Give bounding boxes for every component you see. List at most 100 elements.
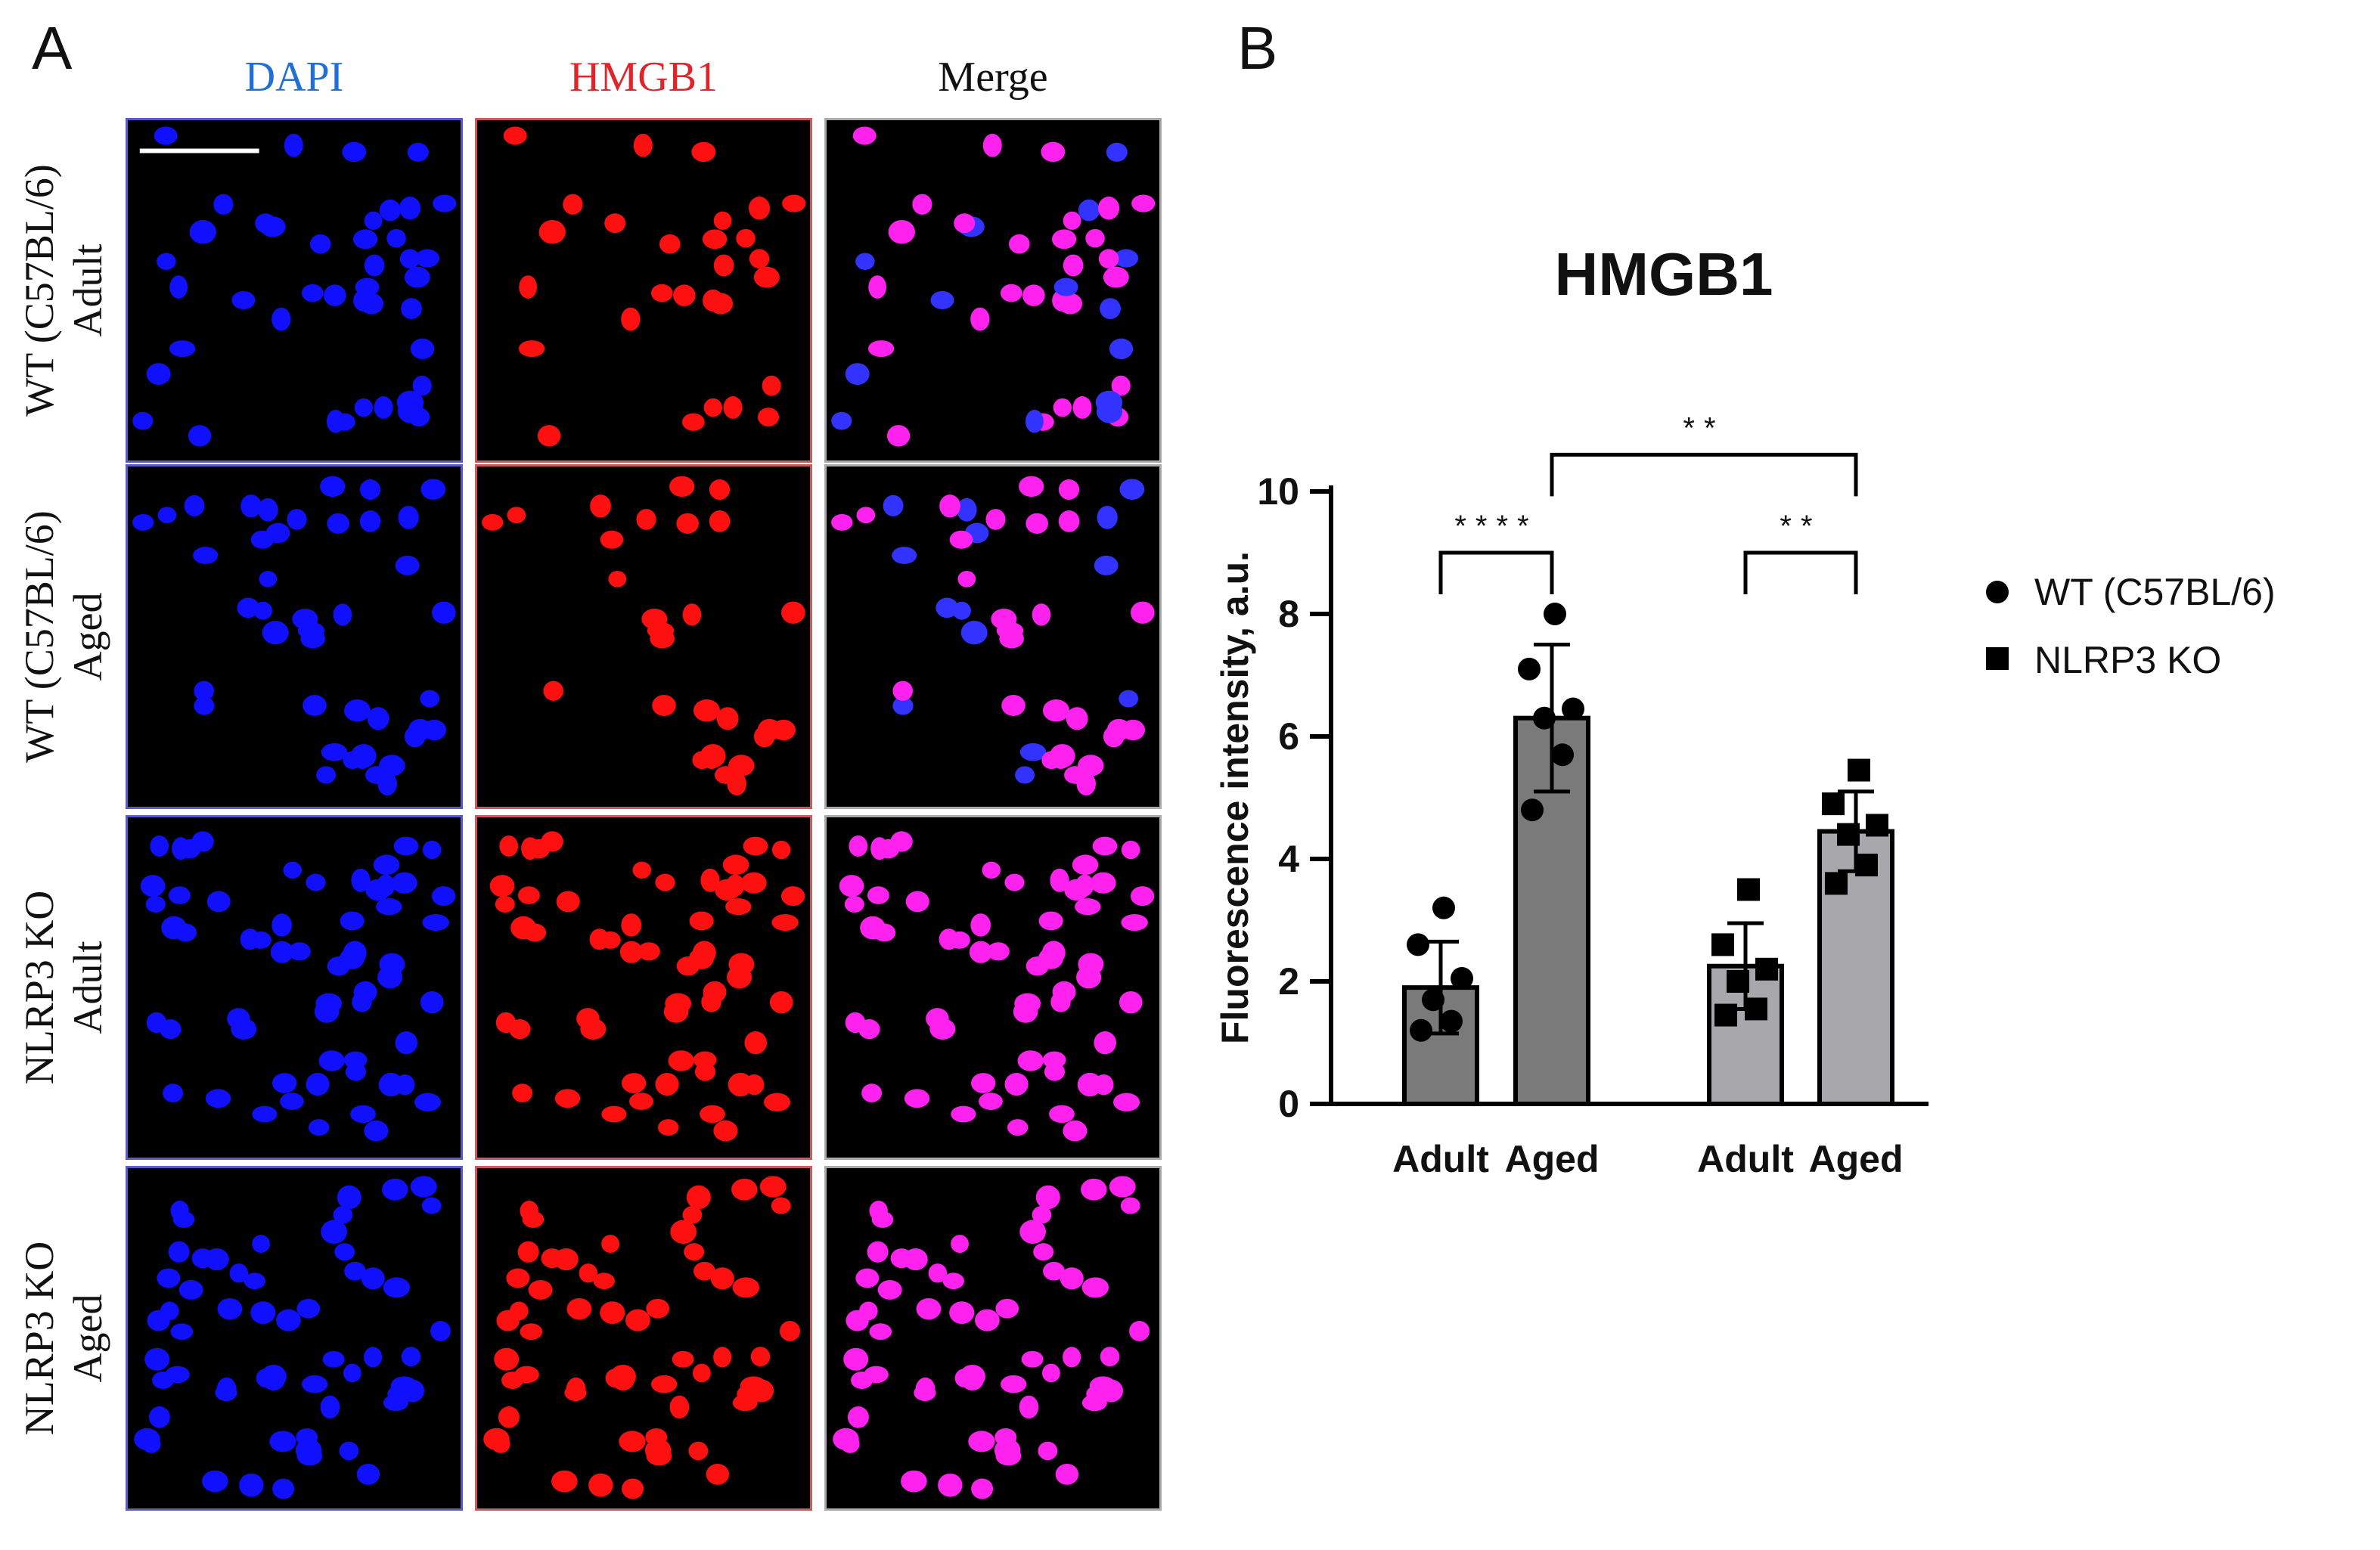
cell-nucleus bbox=[1032, 603, 1051, 626]
cell-nucleus bbox=[764, 1093, 791, 1111]
cell-nucleus bbox=[1038, 1441, 1058, 1461]
cell-nucleus bbox=[382, 1178, 408, 1201]
cell-nucleus bbox=[1072, 396, 1092, 419]
cell-nucleus bbox=[995, 1298, 1019, 1319]
cell-nucleus bbox=[849, 835, 868, 857]
cell-nucleus bbox=[749, 1379, 774, 1403]
cell-nucleus bbox=[971, 1478, 994, 1499]
column-title-merge: Merge bbox=[938, 54, 1048, 101]
micrograph-tile bbox=[824, 118, 1162, 463]
cell-nucleus bbox=[749, 249, 770, 269]
chart-legend: WT (C57BL/6) NLRP3 KO bbox=[1981, 560, 2375, 696]
cell-nucleus bbox=[353, 981, 377, 1003]
cell-nucleus bbox=[326, 409, 345, 433]
cell-nucleus bbox=[554, 1248, 579, 1271]
cell-nucleus bbox=[351, 868, 371, 892]
cell-nucleus bbox=[272, 307, 291, 331]
cell-nucleus bbox=[1042, 699, 1069, 722]
cell-nucleus bbox=[915, 1377, 936, 1402]
cell-nucleus bbox=[580, 1018, 607, 1040]
cell-nucleus bbox=[194, 696, 215, 715]
cell-nucleus bbox=[916, 1297, 942, 1320]
cell-nucleus bbox=[415, 249, 440, 268]
cell-nucleus bbox=[1121, 914, 1148, 932]
data-point bbox=[1544, 603, 1566, 625]
cell-nucleus bbox=[306, 1072, 330, 1096]
cell-nucleus bbox=[1100, 298, 1121, 320]
cell-nucleus bbox=[641, 608, 668, 630]
cell-nucleus bbox=[157, 1268, 181, 1288]
cell-nucleus bbox=[600, 530, 624, 549]
cell-nucleus bbox=[669, 476, 695, 498]
cell-nucleus bbox=[318, 1050, 345, 1071]
cell-nucleus bbox=[651, 1375, 678, 1393]
cell-nucleus bbox=[404, 725, 426, 748]
cell-nucleus bbox=[619, 941, 643, 963]
cell-nucleus bbox=[272, 1073, 297, 1093]
row-label: WT (C57BL/6) Adult bbox=[15, 124, 112, 457]
cell-nucleus bbox=[1119, 479, 1145, 500]
cell-nucleus bbox=[1109, 1176, 1136, 1198]
row-label-genotype: WT (C57BL/6) bbox=[17, 164, 62, 417]
cell-nucleus bbox=[957, 498, 977, 522]
cell-nucleus bbox=[321, 1220, 347, 1244]
cell-nucleus bbox=[1094, 555, 1119, 575]
cell-nucleus bbox=[168, 886, 191, 904]
data-point bbox=[1422, 988, 1444, 1012]
cell-nucleus bbox=[321, 742, 348, 761]
cell-nucleus bbox=[715, 879, 740, 901]
cell-nucleus bbox=[1129, 1320, 1150, 1341]
cell-nucleus bbox=[483, 1428, 510, 1451]
cell-nucleus bbox=[1051, 229, 1077, 250]
x-tick-label: Adult bbox=[1697, 1138, 1794, 1180]
cell-nucleus bbox=[361, 1267, 385, 1290]
data-point bbox=[1451, 966, 1473, 990]
scale-bar bbox=[139, 148, 259, 153]
cell-nucleus bbox=[743, 836, 768, 856]
bar bbox=[1707, 963, 1784, 1106]
cell-nucleus bbox=[1106, 142, 1128, 162]
cell-nucleus bbox=[871, 1211, 894, 1228]
cell-nucleus bbox=[831, 411, 852, 430]
cell-nucleus bbox=[272, 1478, 295, 1499]
significance-bracket bbox=[1550, 452, 1858, 497]
cell-nucleus bbox=[1099, 1379, 1124, 1403]
cell-nucleus bbox=[928, 1263, 948, 1283]
cell-nucleus bbox=[343, 751, 363, 770]
cell-nucleus bbox=[892, 680, 914, 701]
cell-nucleus bbox=[1064, 879, 1090, 901]
cell-nucleus bbox=[846, 1310, 869, 1331]
cell-nucleus bbox=[949, 530, 973, 549]
cell-nucleus bbox=[979, 1093, 1003, 1111]
legend-label-nlrp3: NLRP3 KO bbox=[2034, 639, 2222, 681]
cell-nucleus bbox=[713, 1347, 732, 1368]
cell-nucleus bbox=[359, 293, 384, 315]
micrograph-tile bbox=[475, 118, 812, 463]
cell-nucleus bbox=[519, 275, 537, 299]
cell-nucleus bbox=[132, 411, 154, 430]
cell-nucleus bbox=[306, 873, 326, 891]
cell-nucleus bbox=[229, 1263, 249, 1283]
cell-nucleus bbox=[676, 513, 699, 534]
cell-nucleus bbox=[132, 513, 154, 531]
cell-nucleus bbox=[184, 494, 205, 516]
cell-nucleus bbox=[170, 1323, 194, 1341]
cell-nucleus bbox=[655, 873, 675, 891]
cell-nucleus bbox=[1050, 868, 1069, 892]
cell-nucleus bbox=[1004, 1072, 1029, 1096]
row-label: NLRP3 KO Adult bbox=[15, 821, 112, 1154]
cell-nucleus bbox=[144, 1347, 170, 1371]
cell-nucleus bbox=[892, 547, 917, 564]
cell-nucleus bbox=[762, 375, 781, 396]
cell-nucleus bbox=[991, 608, 1017, 630]
cell-nucleus bbox=[1019, 1220, 1046, 1244]
cell-nucleus bbox=[605, 1369, 624, 1387]
cell-nucleus bbox=[702, 229, 728, 250]
cell-nucleus bbox=[280, 1093, 304, 1111]
cell-nucleus bbox=[957, 570, 976, 587]
cell-nucleus bbox=[244, 1273, 265, 1290]
cell-nucleus bbox=[621, 307, 641, 331]
cell-nucleus bbox=[1053, 398, 1072, 417]
cell-nucleus bbox=[1041, 941, 1066, 965]
cell-nucleus bbox=[356, 1463, 380, 1485]
